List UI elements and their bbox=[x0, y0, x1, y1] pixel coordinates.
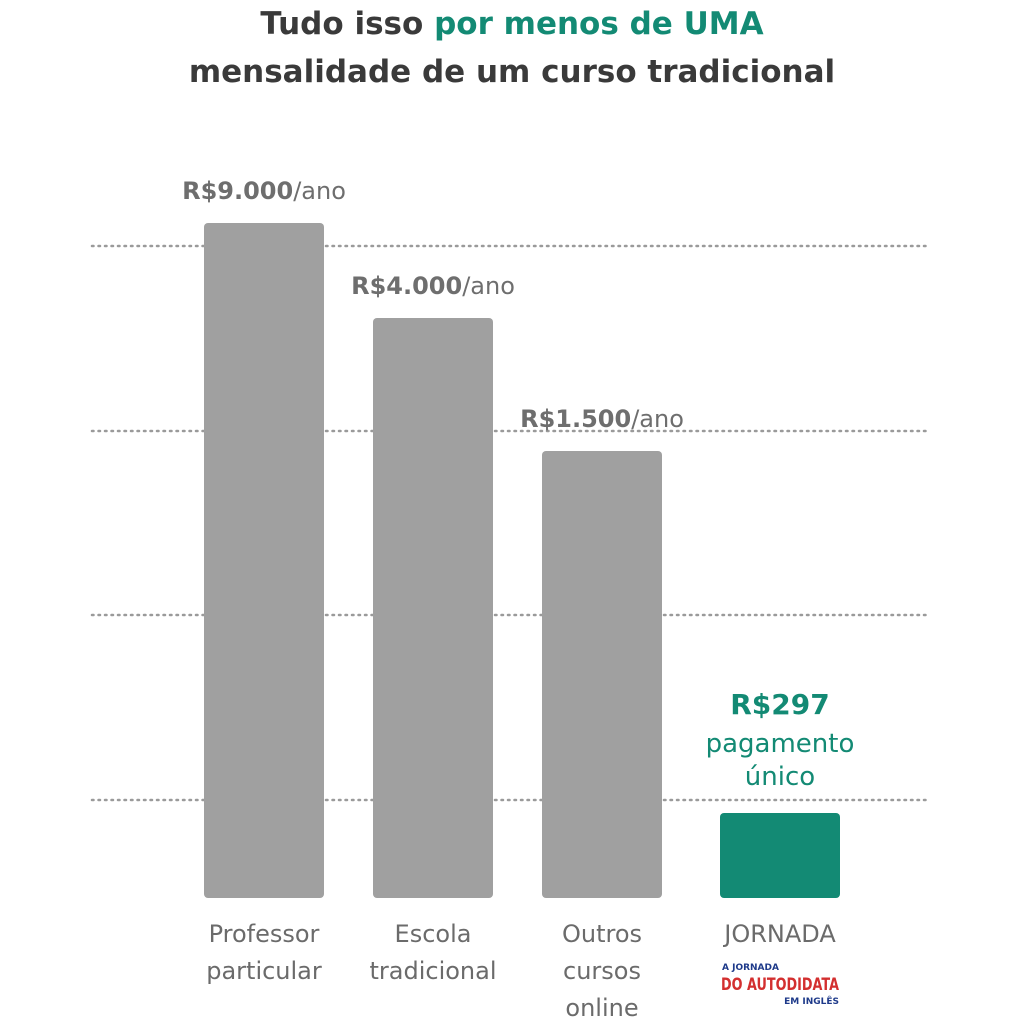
category-label-3: Outros cursos online bbox=[562, 920, 642, 1022]
category-label-1: Professor particular bbox=[206, 920, 322, 985]
category-label-line: online bbox=[565, 994, 638, 1022]
bar-2 bbox=[373, 318, 493, 898]
bar-1 bbox=[204, 223, 324, 898]
category-label-line: Outros bbox=[562, 920, 642, 948]
value-label-2: R$4.000/ano bbox=[351, 272, 515, 300]
value-label-unit: /ano bbox=[462, 272, 515, 300]
title-prefix: Tudo isso bbox=[260, 6, 434, 42]
bar-4 bbox=[720, 813, 840, 898]
logo-top-text: A JORNADA bbox=[722, 963, 779, 973]
category-label-line: particular bbox=[206, 957, 322, 985]
category-label-line: Professor bbox=[209, 920, 320, 948]
value-label-unit: /ano bbox=[293, 177, 346, 205]
logo-main-text: DO AUTODIDATA bbox=[721, 975, 840, 995]
category-label-line: tradicional bbox=[369, 957, 496, 985]
value-label-unit: /ano bbox=[631, 405, 684, 433]
value-label-amount: R$9.000 bbox=[182, 177, 293, 205]
value-label-1: R$9.000/ano bbox=[182, 177, 346, 205]
category-label-line: JORNADA bbox=[722, 920, 836, 948]
value-label-amount: R$4.000 bbox=[351, 272, 462, 300]
category-label-line: Escola bbox=[395, 920, 472, 948]
bar-3 bbox=[542, 451, 662, 898]
highlight-line2: único bbox=[745, 762, 815, 792]
category-labels: Professor particular Escola tradicional Outr… bbox=[206, 920, 836, 1022]
chart-title-line2: mensalidade de um curso tradicional bbox=[189, 54, 835, 90]
bars bbox=[204, 223, 840, 898]
chart-title-line1: Tudo isso por menos de UMA bbox=[260, 6, 763, 42]
category-label-line: cursos bbox=[563, 957, 641, 985]
category-label-2: Escola tradicional bbox=[369, 920, 496, 985]
category-label-4: JORNADA bbox=[722, 920, 836, 948]
logo-bottom-text: EM INGLÊS bbox=[784, 995, 839, 1007]
highlight-price: R$297 bbox=[730, 688, 830, 721]
highlight-line1: pagamento bbox=[706, 729, 855, 759]
title-accent: por menos de UMA bbox=[434, 6, 764, 42]
value-label-3: R$1.500/ano bbox=[520, 405, 684, 433]
value-label-amount: R$1.500 bbox=[520, 405, 631, 433]
